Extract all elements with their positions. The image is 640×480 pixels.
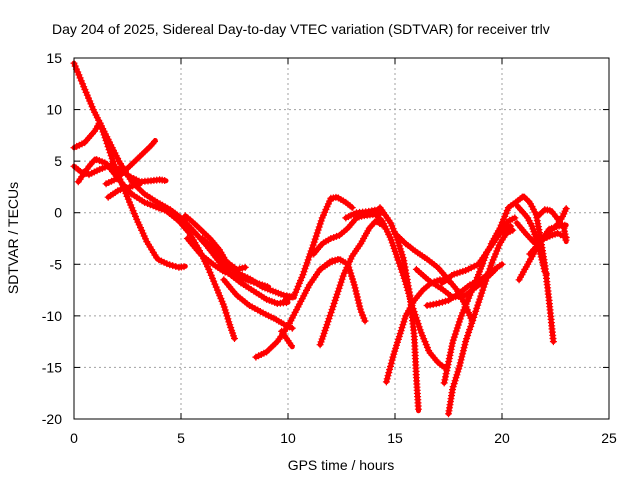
x-tick-labels: 0 5 10 15 20 25 (70, 430, 617, 446)
plus-markers (220, 276, 296, 332)
data-series-s13 (280, 193, 356, 305)
chart-title: Day 204 of 2025, Sidereal Day-to-day VTE… (52, 21, 550, 37)
y-tick-label: 15 (46, 50, 62, 66)
data-series-s16 (316, 256, 369, 325)
y-axis-label: SDTVAR / TECUs (5, 182, 21, 294)
tick-layer (73, 57, 610, 420)
data-series-s11 (252, 256, 342, 361)
x-tick-label: 0 (70, 430, 78, 446)
plus-markers (316, 256, 369, 325)
series-layer (70, 59, 570, 418)
y-tick-label: 10 (46, 102, 62, 118)
y-tick-label: 0 (54, 205, 62, 221)
plus-markers (382, 276, 452, 386)
grid-layer (74, 58, 609, 419)
data-series-s15 (310, 210, 383, 258)
x-tick-label: 15 (387, 430, 403, 446)
data-series-s32 (534, 206, 570, 245)
data-series-s10 (220, 276, 296, 332)
plus-markers (376, 204, 422, 413)
plus-markers (534, 206, 570, 244)
plus-markers (445, 226, 517, 418)
y-tick-labels: -20 -15 -10 -5 0 5 10 15 (42, 50, 62, 427)
plus-markers (342, 206, 382, 222)
y-tick-label: -15 (42, 359, 62, 375)
plus-markers (102, 138, 158, 188)
x-tick-label: 25 (601, 430, 617, 446)
y-tick-label: -20 (42, 411, 62, 427)
x-tick-label: 5 (177, 430, 185, 446)
plus-markers (252, 256, 342, 361)
data-series-s12 (278, 327, 295, 350)
data-series-s20 (382, 276, 452, 386)
plus-markers (198, 235, 297, 301)
data-series-s26 (445, 226, 517, 418)
plus-markers (104, 180, 143, 201)
data-series-s6 (104, 180, 143, 201)
x-tick-label: 10 (280, 430, 296, 446)
x-tick-label: 20 (494, 430, 510, 446)
plus-markers (280, 193, 356, 305)
plot-frame (73, 57, 610, 420)
x-axis-label: GPS time / hours (288, 457, 395, 473)
plus-markers (278, 327, 295, 350)
data-series-s5 (102, 138, 158, 188)
y-tick-label: -5 (50, 256, 63, 272)
plus-markers (310, 210, 383, 258)
data-series-s2 (70, 119, 188, 271)
y-tick-label: -10 (42, 308, 62, 324)
y-tick-label: 5 (54, 153, 62, 169)
data-series-s14 (316, 218, 386, 349)
data-series-s9 (198, 235, 297, 301)
